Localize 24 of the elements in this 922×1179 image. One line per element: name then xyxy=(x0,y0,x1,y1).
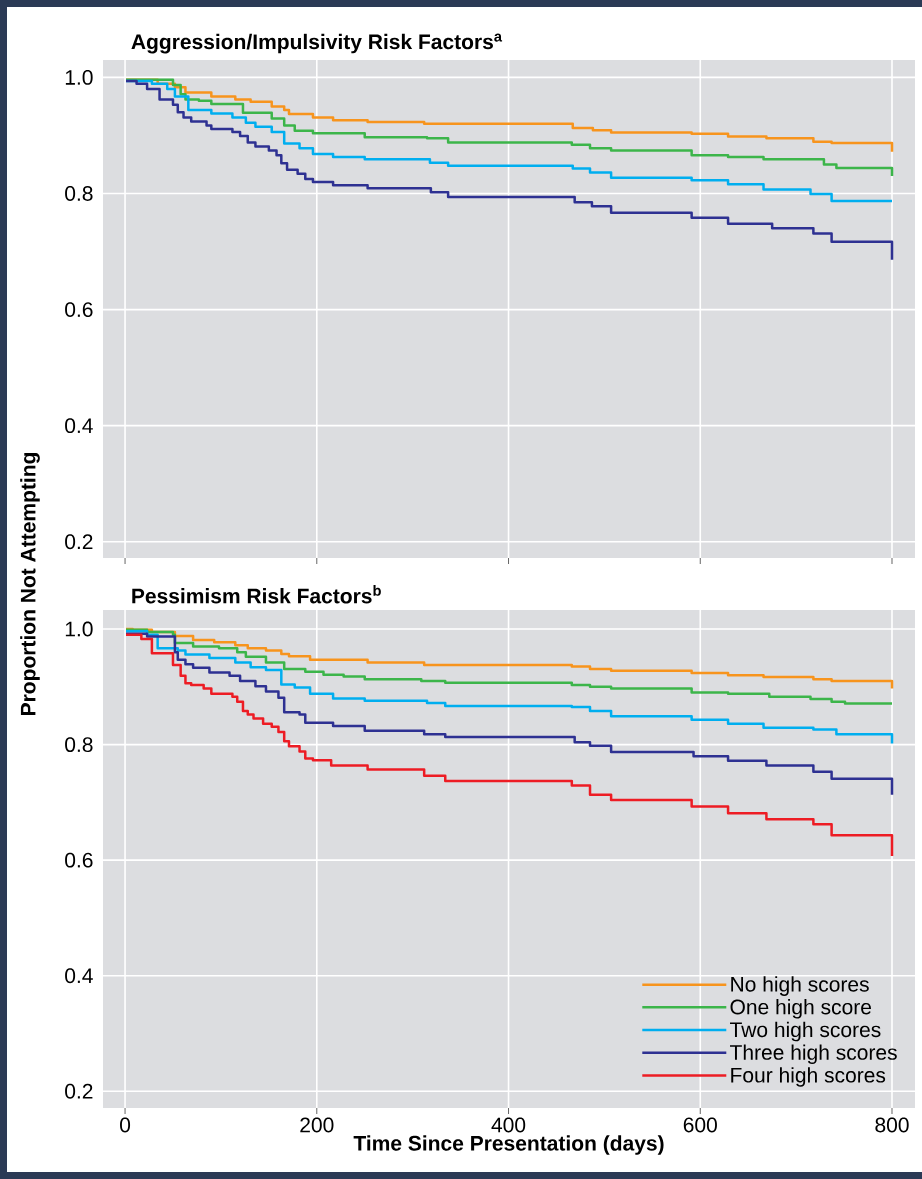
legend-label: No high scores xyxy=(731,976,869,996)
x-tick-label: 400 xyxy=(491,1117,526,1133)
y-axis-title: Proportion Not Attempting xyxy=(20,453,40,715)
y-tick-label: 1.0 xyxy=(65,621,93,637)
legend-label: Three high scores xyxy=(730,1044,897,1065)
y-tick-label: 0.2 xyxy=(65,1083,93,1099)
x-tick-label: 600 xyxy=(683,1117,717,1133)
y-tick-label: 0.6 xyxy=(65,302,93,318)
y-tick-label: 0.4 xyxy=(65,968,93,984)
x-tick-label: 800 xyxy=(875,1117,909,1133)
y-tick-label: 0.8 xyxy=(65,737,93,753)
x-tick-label: 0 xyxy=(120,1117,131,1133)
x-tick-label: 200 xyxy=(300,1117,334,1133)
y-tick-label: 0.6 xyxy=(65,852,93,868)
x-axis-title: Time Since Presentation (days) xyxy=(353,1135,664,1155)
legend-label: Two high scores xyxy=(730,1021,881,1042)
chart-title: Aggression/Impulsivity Risk Factors$^{a}$ xyxy=(131,33,503,54)
y-tick-label: 0.2 xyxy=(65,534,93,550)
legend-label: One high score xyxy=(730,999,871,1019)
y-tick-label: 0.8 xyxy=(65,186,93,201)
legend-label: Four high scores xyxy=(731,1067,886,1087)
chart-title: Pessimism Risk Factors$^{b}$ xyxy=(132,585,381,604)
y-tick-label: 1.0 xyxy=(65,69,93,85)
y-tick-label: 0.4 xyxy=(65,418,93,434)
